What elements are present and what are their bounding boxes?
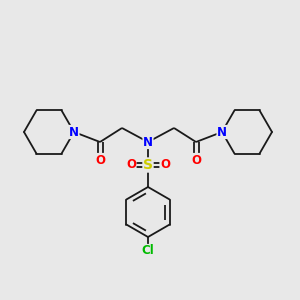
Text: O: O	[95, 154, 105, 166]
Text: N: N	[217, 125, 227, 139]
Text: S: S	[143, 158, 153, 172]
Text: O: O	[191, 154, 201, 166]
Text: N: N	[69, 125, 79, 139]
Text: O: O	[126, 158, 136, 172]
Text: N: N	[143, 136, 153, 148]
Text: Cl: Cl	[142, 244, 154, 257]
Text: O: O	[160, 158, 170, 172]
